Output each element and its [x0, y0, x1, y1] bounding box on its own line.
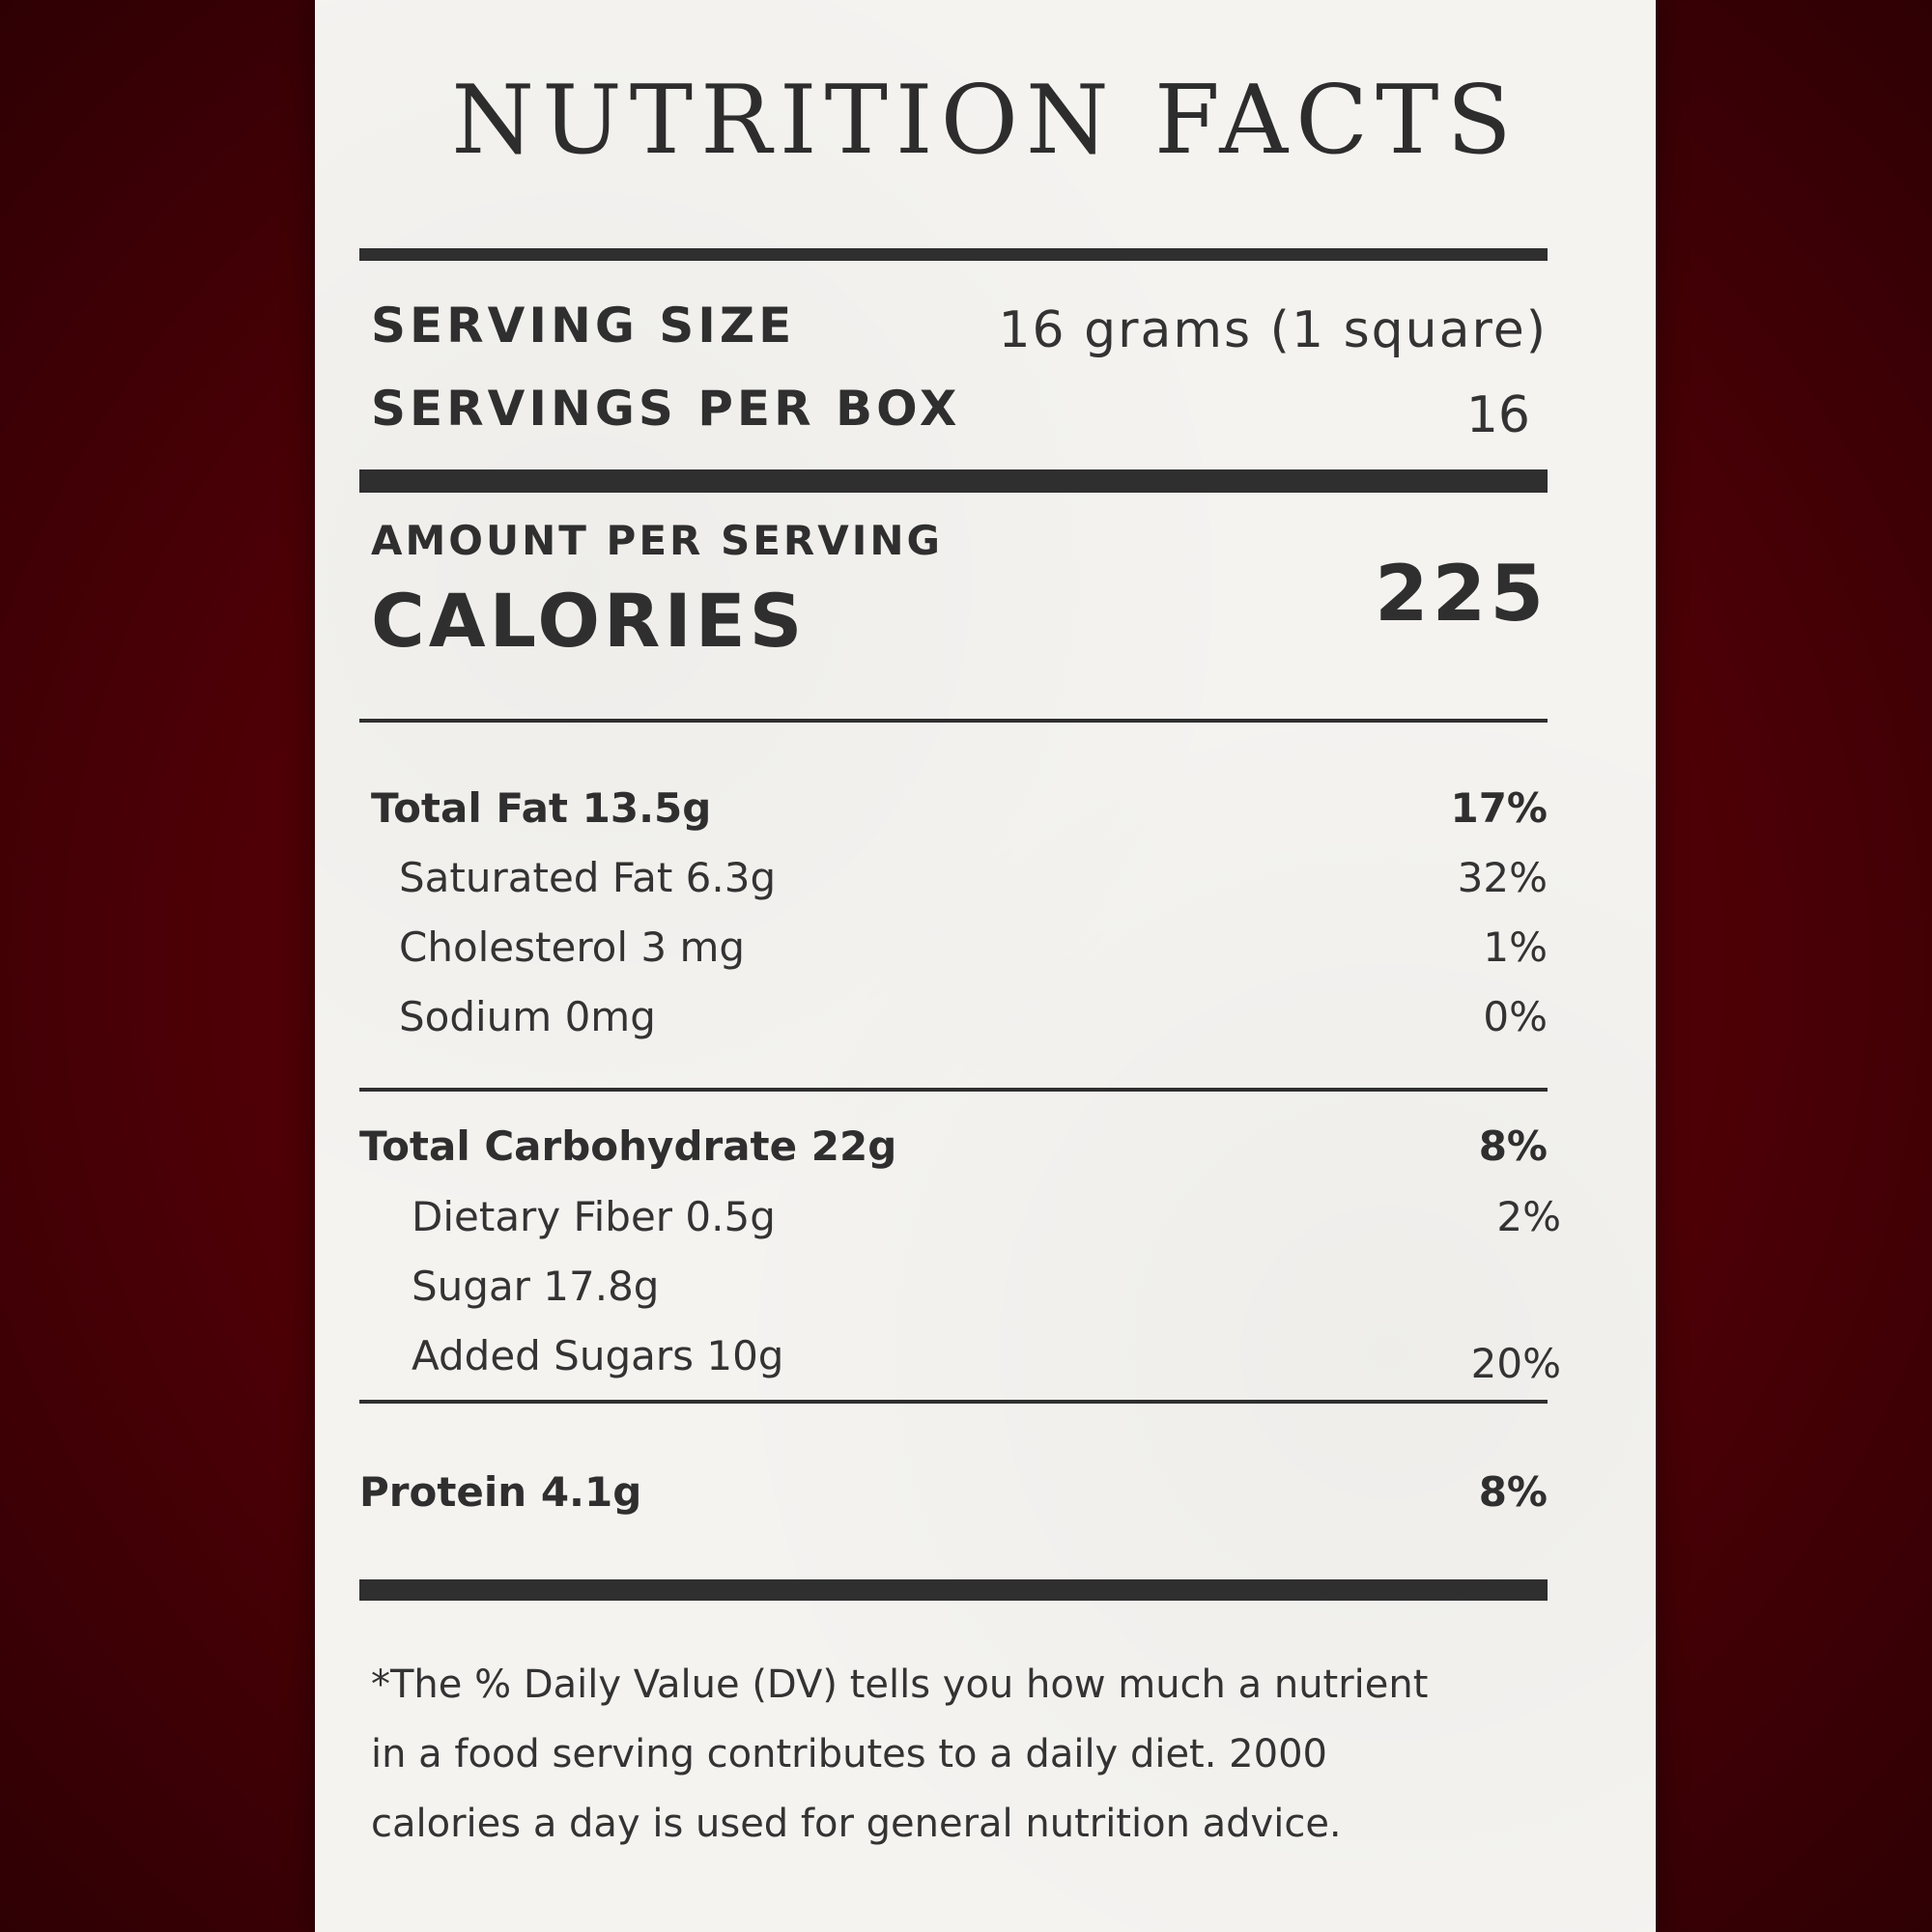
- cholesterol-label: Cholesterol 3 mg: [399, 923, 746, 971]
- calories-label: CALORIES: [371, 578, 807, 664]
- total-fat-dv: 17%: [1450, 784, 1548, 832]
- added-sugars-dv: 20%: [1470, 1340, 1561, 1387]
- protein-dv: 8%: [1478, 1468, 1548, 1516]
- serving-size-value: 16 grams (1 square): [998, 301, 1548, 359]
- footnote-line-2: in a food serving contributes to a daily…: [371, 1732, 1327, 1776]
- amount-per-serving-label: AMOUNT PER SERVING: [371, 517, 944, 564]
- total-carbohydrate-dv: 8%: [1478, 1122, 1548, 1170]
- total-fat-label: Total Fat 13.5g: [371, 784, 712, 832]
- sodium-label: Sodium 0mg: [399, 993, 656, 1040]
- footnote-line-3: calories a day is used for general nutri…: [371, 1802, 1342, 1846]
- total-carbohydrate-label: Total Carbohydrate 22g: [359, 1122, 897, 1170]
- footnote-line-1: *The % Daily Value (DV) tells you how mu…: [371, 1662, 1429, 1707]
- calories-value: 225: [1375, 549, 1548, 639]
- servings-per-box-label: SERVINGS PER BOX: [371, 381, 961, 437]
- page-title: NUTRITION FACTS: [451, 66, 1520, 176]
- sodium-dv: 0%: [1483, 993, 1548, 1040]
- serving-size-label: SERVING SIZE: [371, 298, 796, 354]
- top-divider: [359, 248, 1548, 261]
- fat-section-divider: [359, 1088, 1548, 1092]
- dietary-fiber-dv: 2%: [1496, 1193, 1561, 1240]
- added-sugars-label: Added Sugars 10g: [412, 1332, 784, 1379]
- calories-divider: [359, 719, 1548, 723]
- cholesterol-dv: 1%: [1483, 923, 1548, 971]
- serving-divider: [359, 469, 1548, 493]
- saturated-fat-label: Saturated Fat 6.3g: [399, 854, 777, 901]
- carb-section-divider: [359, 1400, 1548, 1404]
- protein-label: Protein 4.1g: [359, 1468, 642, 1516]
- dietary-fiber-label: Dietary Fiber 0.5g: [412, 1193, 776, 1240]
- bottom-divider: [359, 1579, 1548, 1601]
- sugar-label: Sugar 17.8g: [412, 1263, 660, 1310]
- saturated-fat-dv: 32%: [1457, 854, 1548, 901]
- nutrition-label-card: NUTRITION FACTS SERVING SIZE 16 grams (1…: [315, 0, 1656, 1932]
- servings-per-box-value: 16: [1465, 386, 1530, 444]
- daily-value-footnote: *The % Daily Value (DV) tells you how mu…: [371, 1650, 1530, 1859]
